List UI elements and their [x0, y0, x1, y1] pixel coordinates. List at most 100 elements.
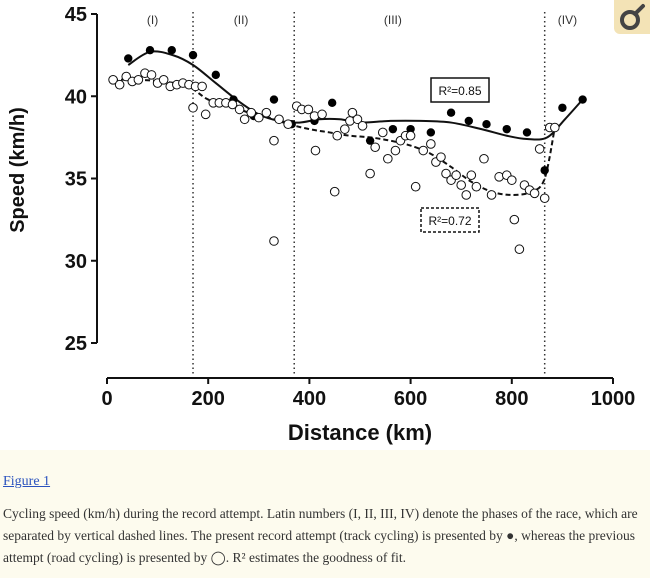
road-data-point: [451, 170, 461, 181]
road-data-point: [329, 186, 340, 197]
x-tick-label: 800: [495, 388, 528, 410]
track-data-point: [522, 128, 532, 137]
road-data-point: [239, 114, 250, 125]
road-data-point: [347, 107, 358, 118]
x-tick-label: 0: [101, 388, 112, 410]
road-data-point: [234, 104, 245, 115]
x-tick-labels: 0 200 400 600 800 1000: [101, 378, 635, 410]
road-data-point: [158, 75, 169, 85]
x-axis-label: Distance (km): [288, 420, 432, 445]
road-data-point: [121, 71, 132, 82]
phase-label: (IV): [558, 13, 577, 27]
road-data-point: [269, 236, 279, 246]
road-data-point: [426, 139, 436, 149]
track-data-point: [558, 103, 567, 112]
bookmark-logo-icon[interactable]: [614, 0, 650, 34]
speed-distance-chart: (I) (II) (III) (IV) 0 200 400 600 800 1000 25 30 3…: [0, 0, 650, 450]
road-data-point: [418, 145, 429, 156]
phase-label: (I): [147, 13, 158, 27]
road-data-point: [456, 180, 467, 190]
road-data-point: [507, 175, 517, 185]
road-data-point: [310, 145, 321, 156]
road-data-point: [303, 104, 314, 115]
road-data-point: [466, 170, 477, 181]
figure-caption: Cycling speed (km/h) during the record a…: [3, 506, 638, 565]
y-tick-label: 45: [65, 4, 87, 26]
road-data-point: [377, 127, 388, 138]
track-data-point: [482, 120, 491, 129]
road-data-point: [529, 188, 540, 199]
road-data-point: [390, 145, 401, 156]
road-data-point: [410, 181, 421, 192]
track-data-point: [464, 116, 473, 126]
road-data-point: [471, 181, 482, 192]
track-data-point: [426, 128, 436, 137]
chart-background: [0, 0, 650, 450]
road-data-point: [197, 81, 207, 92]
road-data-point: [441, 168, 451, 179]
track-data-point: [145, 45, 155, 55]
track-fit-curve: [127, 50, 584, 141]
road-data-point: [227, 99, 238, 110]
road-data-point: [253, 112, 264, 123]
road-data-point: [146, 70, 157, 80]
road-data-point: [365, 168, 375, 179]
x-tick-label: 1000: [591, 388, 636, 410]
y-tick-label: 35: [65, 169, 87, 191]
road-data-point: [539, 193, 550, 204]
road-data-point: [200, 109, 211, 120]
y-tick-label: 25: [65, 333, 87, 355]
road-data-point: [317, 109, 327, 120]
y-tick-label: 30: [65, 251, 87, 273]
road-data-point: [274, 114, 284, 125]
track-data-point: [540, 166, 549, 175]
track-data-point: [406, 124, 415, 134]
road-data-point: [352, 114, 363, 125]
track-data-point: [327, 98, 337, 108]
fit-curves: [113, 50, 584, 196]
road-data-point: [188, 102, 198, 113]
road-data-point: [405, 130, 416, 141]
y-tick-labels: 25 30 35 40 45: [65, 4, 97, 355]
road-fit-label: R²=0.72: [428, 214, 471, 228]
road-data-point: [283, 119, 293, 130]
road-fit-curve: [113, 78, 556, 196]
track-data-point: [365, 136, 375, 145]
phase-label: (II): [234, 13, 249, 27]
road-data-point: [383, 153, 393, 164]
road-data-point: [332, 130, 343, 141]
road-data-point: [133, 75, 144, 85]
data-points: [108, 45, 587, 255]
track-data-point: [388, 124, 398, 134]
road-data-point: [340, 124, 350, 134]
road-data-point: [436, 152, 446, 162]
road-fit-label-box: [420, 207, 480, 233]
road-data-point: [534, 144, 545, 154]
track-data-point: [578, 95, 587, 104]
track-data-point: [269, 95, 279, 104]
road-data-point: [514, 244, 525, 255]
road-data-point: [114, 79, 125, 90]
track-fit-label: R²=0.85: [438, 84, 481, 98]
road-data-point: [269, 135, 279, 146]
fit-labels: R²=0.85 R²=0.72: [420, 77, 490, 233]
track-data-point: [502, 124, 511, 134]
road-data-point: [461, 190, 472, 200]
track-data-point: [124, 54, 133, 63]
x-tick-label: 200: [192, 388, 225, 410]
figure-link[interactable]: Figure 1: [3, 474, 51, 489]
road-data-point: [479, 153, 489, 164]
track-data-point: [446, 108, 456, 117]
road-data-point: [108, 75, 118, 85]
logo-glyph-icon: [620, 4, 645, 30]
road-data-point: [357, 121, 368, 131]
road-data-point: [550, 122, 560, 133]
road-data-point: [486, 190, 497, 200]
road-data-point: [509, 214, 520, 225]
phase-labels: (I) (II) (III) (IV): [147, 13, 577, 27]
track-fit-label-box: [430, 77, 490, 103]
y-tick-label: 40: [65, 86, 87, 108]
track-data-point: [211, 70, 220, 80]
road-data-point: [261, 107, 272, 118]
track-data-point: [188, 50, 198, 60]
